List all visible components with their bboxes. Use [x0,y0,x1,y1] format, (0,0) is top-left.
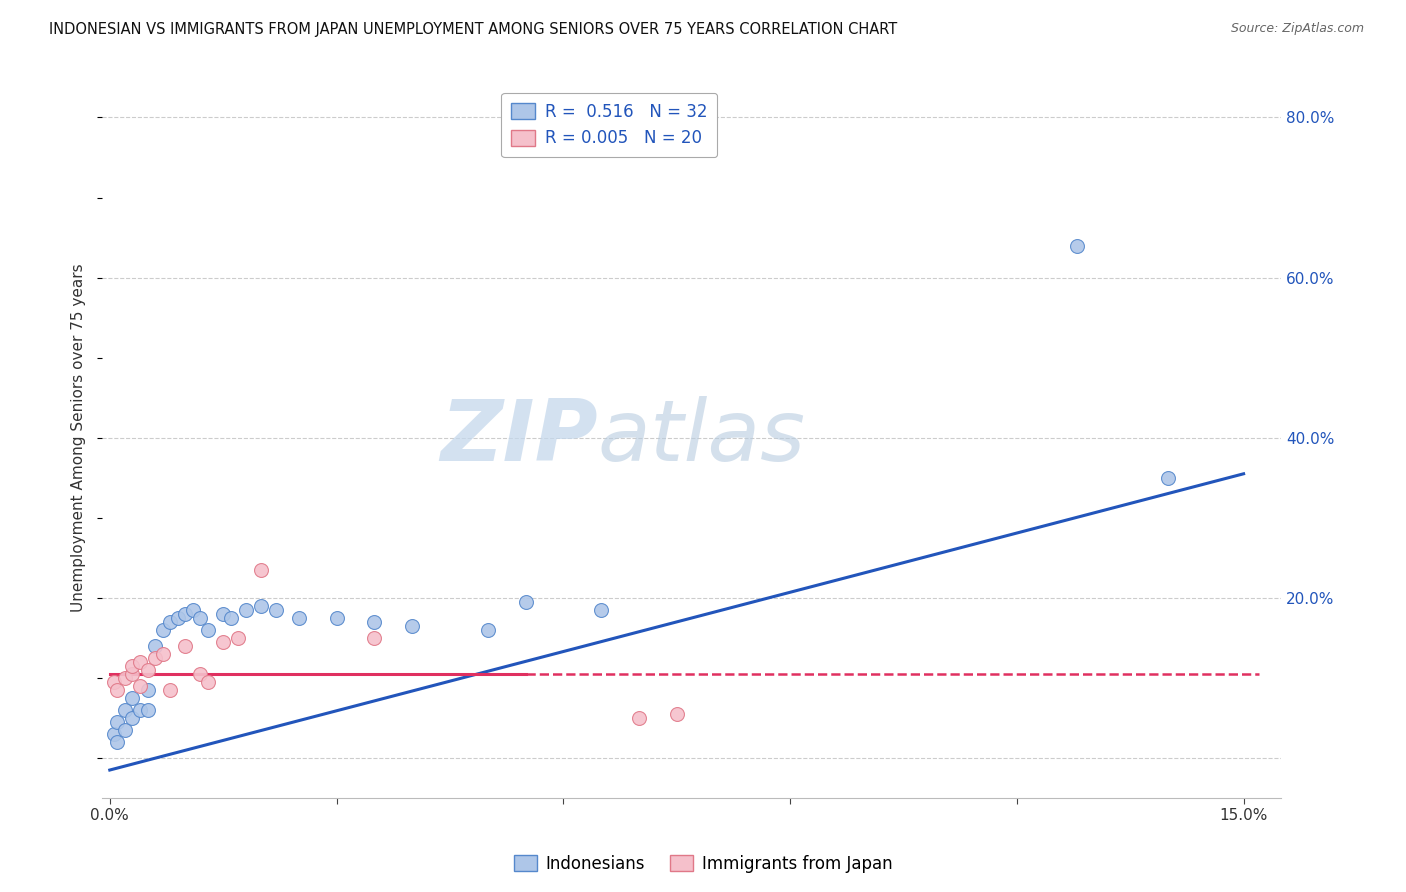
Point [250,563,273,577]
Point [174,639,197,653]
Point [129,655,152,669]
Point [159,683,181,698]
Point [121,690,143,705]
Point [363,615,385,629]
Point [287,611,309,625]
Point [103,727,125,741]
Point [190,611,212,625]
Point [159,615,181,629]
Point [129,679,152,693]
Point [166,611,188,625]
Point [181,603,204,617]
Point [105,683,128,698]
Point [114,723,136,737]
Point [235,603,257,617]
Point [250,599,273,613]
Text: Source: ZipAtlas.com: Source: ZipAtlas.com [1230,22,1364,36]
Point [515,595,537,609]
Point [174,607,197,621]
Text: INDONESIAN VS IMMIGRANTS FROM JAPAN UNEMPLOYMENT AMONG SENIORS OVER 75 YEARS COR: INDONESIAN VS IMMIGRANTS FROM JAPAN UNEM… [49,22,897,37]
Point [212,635,235,649]
Point [105,735,128,749]
Point [114,671,136,685]
Point [105,714,128,729]
Point [1157,471,1180,485]
Text: atlas: atlas [598,396,806,479]
Point [1066,238,1088,252]
Point [136,683,159,698]
Point [401,619,423,633]
Point [325,611,347,625]
Y-axis label: Unemployment Among Seniors over 75 years: Unemployment Among Seniors over 75 years [72,263,86,612]
Point [121,659,143,673]
Legend: Indonesians, Immigrants from Japan: Indonesians, Immigrants from Japan [508,848,898,880]
Point [143,651,166,665]
Point [477,623,499,637]
Point [264,603,287,617]
Point [665,706,688,721]
Point [226,631,249,645]
Point [219,611,242,625]
Text: ZIP: ZIP [440,396,598,479]
Point [136,663,159,677]
Point [129,703,152,717]
Point [103,675,125,690]
Point [152,623,174,637]
Point [114,703,136,717]
Point [121,711,143,725]
Point [197,623,219,637]
Point [143,639,166,653]
Point [627,711,650,725]
Point [363,631,385,645]
Point [136,703,159,717]
Point [152,647,174,661]
Point [197,675,219,690]
Legend: R =  0.516   N = 32, R = 0.005   N = 20: R = 0.516 N = 32, R = 0.005 N = 20 [502,93,717,157]
Point [121,667,143,681]
Point [190,667,212,681]
Point [212,607,235,621]
Point [591,603,613,617]
